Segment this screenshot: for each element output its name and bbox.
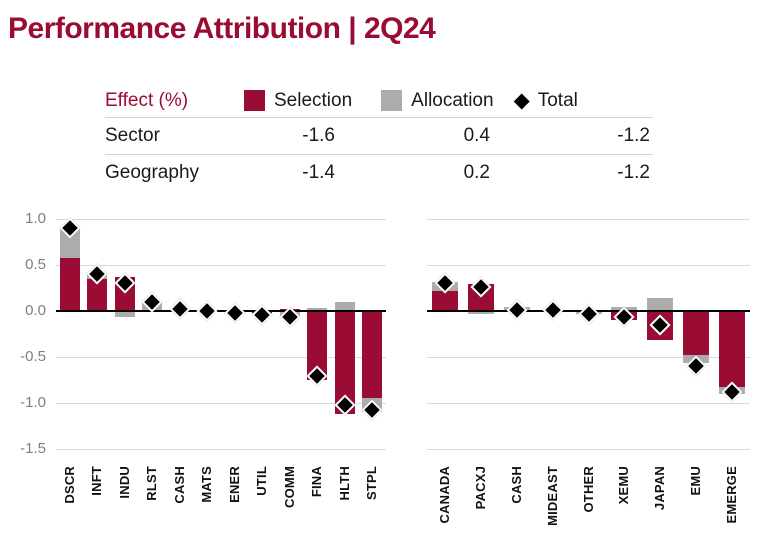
total-marker-icon — [224, 302, 246, 324]
geography-allocation-value: 0.2 — [463, 162, 490, 183]
legend-label-total: Total — [537, 89, 578, 111]
page-title: Performance Attribution | 2Q24 — [8, 12, 436, 45]
allocation-bar — [114, 311, 135, 318]
x-axis-label: CANADA — [436, 466, 452, 524]
x-axis-label: PACXJ — [472, 466, 488, 510]
total-marker-icon — [542, 299, 564, 321]
x-axis-label: EMERGE — [724, 466, 740, 524]
row-label: Geography — [105, 162, 200, 183]
geography-total-value: -1.2 — [617, 162, 650, 183]
x-axis-label: STPL — [364, 466, 380, 501]
legend-label-allocation: Allocation — [411, 89, 494, 111]
sector-selection-value: -1.6 — [302, 125, 335, 146]
x-axis-label: ENER — [226, 466, 242, 503]
allocation-bar — [307, 308, 328, 312]
gridline — [56, 357, 386, 359]
y-tick-label: 0.0 — [25, 302, 46, 320]
total-diamond-icon: ◆ — [513, 89, 530, 112]
x-axis-label: HLTH — [336, 466, 352, 501]
y-tick-label: -1.5 — [20, 440, 46, 458]
sector-total-value: -1.2 — [617, 125, 650, 146]
allocation-swatch-icon — [381, 90, 403, 111]
total-marker-icon — [251, 304, 273, 326]
x-axis-label: JAPAN — [652, 466, 668, 511]
selection-bar — [87, 278, 108, 312]
y-tick-label: -1.0 — [20, 394, 46, 412]
allocation-bar — [334, 301, 355, 312]
gridline — [427, 265, 750, 267]
allocation-bar — [467, 311, 494, 314]
y-tick-label: 1.0 — [25, 210, 46, 228]
legend-item-selection: Selection — [244, 90, 352, 112]
selection-bar — [307, 311, 328, 381]
x-axis-label: CASH — [508, 466, 524, 504]
gridline — [56, 403, 386, 405]
gridline — [427, 403, 750, 405]
legend-item-total: ◆ Total — [514, 90, 578, 112]
zero-baseline — [56, 310, 386, 313]
total-marker-icon — [506, 299, 528, 321]
x-axis-label: INFT — [89, 466, 105, 496]
allocation-bar — [647, 298, 674, 312]
x-axis-label: MIDEAST — [544, 466, 560, 526]
gridline — [56, 449, 386, 451]
geography-chart: CANADA PACXJ CASH MIDEAST OTHER XEMU JAPAN EMU E… — [427, 208, 750, 526]
table-row-sector: Sector -1.6 0.4 -1.2 — [105, 117, 653, 154]
x-axis-label: EMU — [688, 466, 704, 496]
selection-swatch-icon — [244, 90, 265, 111]
gridline — [427, 449, 750, 451]
geography-selection-value: -1.4 — [302, 162, 335, 183]
table-header-row: Effect (%) Selection Allocation ◆ Total — [105, 84, 653, 117]
row-label: Sector — [105, 125, 160, 146]
gridline — [427, 219, 750, 221]
x-axis-label: MATS — [199, 466, 215, 503]
selection-bar — [59, 257, 80, 312]
x-axis-label: DSCR — [61, 466, 77, 504]
x-axis-label: UTIL — [254, 466, 270, 496]
sector-chart: DSCR INFT INDU RLST CASH MATS ENER UTIL COMM FINA… — [56, 208, 386, 508]
table-row-geography: Geography -1.4 0.2 -1.2 — [105, 154, 653, 191]
x-axis-label: COMM — [281, 466, 297, 508]
x-axis-label: INDU — [116, 466, 132, 499]
total-marker-icon — [169, 298, 191, 320]
selection-bar — [334, 311, 355, 415]
allocation-bar — [59, 228, 80, 258]
attribution-table: Effect (%) Selection Allocation ◆ Total … — [105, 84, 653, 191]
x-axis-label: OTHER — [580, 466, 596, 513]
selection-bar — [431, 290, 458, 312]
selection-bar — [683, 311, 710, 356]
gridline — [56, 265, 386, 267]
x-axis-label: FINA — [309, 466, 325, 498]
effect-percent-label: Effect (%) — [105, 89, 189, 111]
total-marker-icon — [196, 300, 218, 322]
gridline — [56, 219, 386, 221]
x-axis-label: RLST — [144, 466, 160, 501]
x-axis-label: CASH — [171, 466, 187, 504]
y-tick-label: -0.5 — [20, 348, 46, 366]
x-axis-label: XEMU — [616, 466, 632, 505]
selection-bar — [362, 311, 383, 399]
y-axis: 1.0 0.5 0.0 -0.5 -1.0 -1.5 — [0, 208, 46, 460]
selection-bar — [719, 311, 746, 388]
legend-item-allocation: Allocation — [381, 89, 494, 112]
legend-label-selection: Selection — [274, 89, 353, 111]
total-marker-icon — [577, 303, 600, 325]
sector-allocation-value: 0.4 — [463, 125, 490, 146]
gridline — [427, 357, 750, 359]
y-tick-label: 0.5 — [25, 256, 46, 274]
